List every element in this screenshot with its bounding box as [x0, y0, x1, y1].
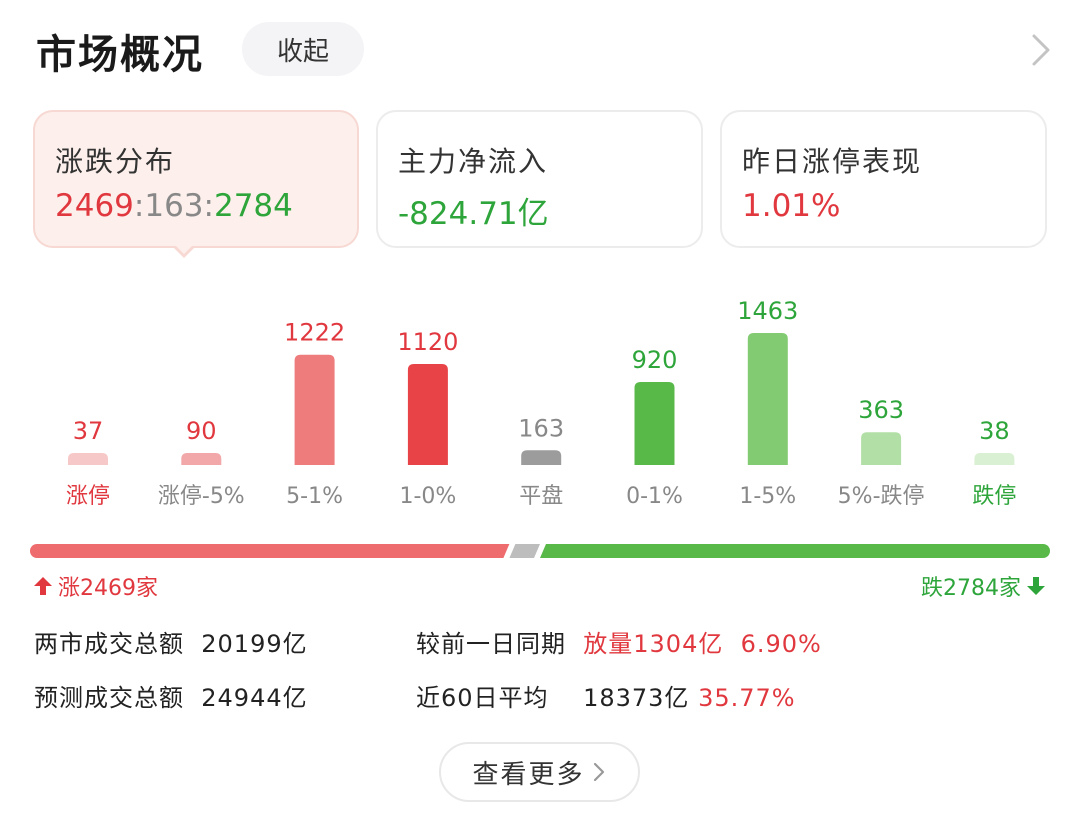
active-tab-pointer-fill [174, 244, 194, 254]
bar-5 [634, 381, 675, 465]
page-title: 市场概况 [36, 32, 204, 78]
bar-6 [747, 333, 788, 465]
bar-0 [68, 453, 108, 465]
bar-value-label: 38 [979, 417, 1010, 445]
average-value: 18373亿 [583, 684, 690, 712]
down-summary: 跌2784家 [921, 570, 1047, 602]
forecast-turnover: 预测成交总额 24944亿 [34, 678, 308, 713]
compare-value: 放量1304亿 [583, 630, 724, 658]
bar-category-label: 1-5% [739, 484, 796, 509]
bar-8 [974, 453, 1015, 465]
arrow-up-icon [34, 577, 52, 595]
average-percent: 35.77% [698, 684, 796, 712]
bar-value-label: 163 [518, 414, 564, 442]
down-count-value: 2784 [213, 188, 293, 224]
bar-value-label: 37 [73, 417, 104, 445]
bar-category-label: 5%-跌停 [838, 484, 925, 509]
arrow-down-icon [1027, 577, 1045, 595]
bar-category-label: 涨停 [66, 484, 110, 509]
average-label: 近60日平均 [416, 684, 549, 712]
bar-4 [521, 450, 562, 465]
tab-yesterday-limit-up-performance[interactable]: 昨日涨停表现 1.01% [720, 110, 1047, 248]
total-turnover: 两市成交总额 20199亿 [34, 624, 308, 659]
sixty-day-average: 近60日平均 18373亿 35.77% [416, 678, 796, 713]
bar-value-label: 1222 [284, 319, 345, 347]
tab-label: 涨跌分布 [55, 145, 176, 178]
up-summary: 涨2469家 [32, 570, 158, 602]
bar-category-label: 平盘 [519, 484, 563, 509]
flat-count-value: 163 [144, 188, 204, 224]
ratio-separator: : [203, 188, 214, 224]
total-turnover-value: 20199亿 [201, 630, 308, 658]
bar-category-label: 0-1% [626, 484, 683, 509]
tab-label: 主力净流入 [398, 145, 549, 178]
bar-value-label: 363 [858, 396, 904, 424]
split-bar-down [540, 544, 1050, 558]
chevron-right-icon [593, 762, 604, 782]
bar-value-label: 90 [186, 417, 217, 445]
split-bar-up [30, 544, 510, 558]
bar-value-label: 1120 [397, 328, 458, 356]
compare-previous-day: 较前一日同期 放量1304亿 6.90% [416, 624, 822, 659]
up-summary-text: 涨2469家 [58, 576, 158, 601]
bar-2 [294, 354, 335, 465]
bar-value-label: 1463 [737, 297, 798, 325]
forecast-turnover-label: 预测成交总额 [34, 684, 184, 712]
total-turnover-label: 两市成交总额 [34, 630, 184, 658]
forecast-turnover-value: 24944亿 [201, 684, 308, 712]
bar-3 [407, 363, 448, 465]
tab-label: 昨日涨停表现 [742, 145, 923, 178]
bar-value-label: 920 [632, 346, 678, 374]
chevron-right-icon[interactable] [1026, 32, 1056, 68]
down-summary-text: 跌2784家 [921, 576, 1021, 601]
tab-main-net-inflow[interactable]: 主力净流入 -824.71亿 [376, 110, 703, 248]
net-inflow-value: -824.71亿 [398, 196, 549, 232]
tab-rise-fall-distribution[interactable]: 涨跌分布 2469:163:2784 [33, 110, 359, 248]
up-count-value: 2469 [55, 188, 134, 224]
compare-percent: 6.90% [740, 630, 822, 658]
bar-category-label: 1-0% [399, 484, 456, 509]
ratio-separator: : [133, 188, 145, 224]
rise-fall-distribution-chart: 37 涨停 90 涨停-5% 1222 5-1% 1120 1-0% 163 平盘 920 0-1% 1… [66, 297, 1016, 509]
bar-category-label: 涨停-5% [158, 484, 245, 509]
bar-1 [181, 453, 222, 465]
split-bar-flat [509, 544, 540, 558]
view-more-button[interactable]: 查看更多 [439, 742, 640, 802]
bar-category-label: 5-1% [286, 484, 343, 509]
collapse-button[interactable]: 收起 [242, 22, 364, 76]
compare-label: 较前一日同期 [416, 630, 566, 658]
rise-fall-split-bar [30, 544, 1050, 558]
bar-category-label: 跌停 [972, 484, 1016, 509]
view-more-label: 查看更多 [472, 759, 585, 790]
limit-up-performance-value: 1.01% [742, 188, 841, 224]
rise-flat-fall-ratio: 2469:163:2784 [55, 188, 293, 224]
bar-7 [861, 432, 902, 465]
